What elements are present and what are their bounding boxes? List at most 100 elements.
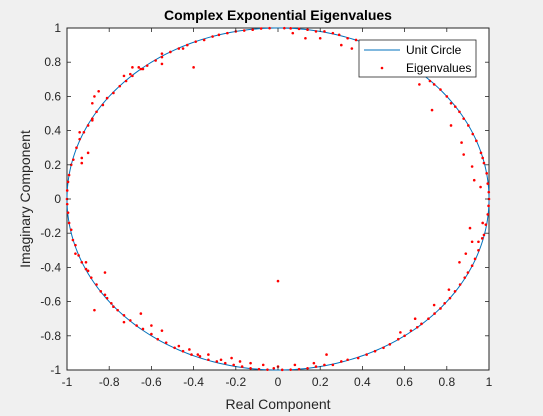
eigenvalue-point-38 bbox=[415, 325, 419, 329]
eigenvalue-point-7 bbox=[482, 161, 486, 165]
x-tick-label-5: 0 bbox=[275, 375, 282, 389]
eigenvalue-point-186 bbox=[449, 124, 453, 127]
eigenvalue-point-148 bbox=[97, 89, 100, 93]
eigenvalue-point-151 bbox=[86, 151, 90, 155]
eigenvalue-point-21 bbox=[458, 110, 461, 114]
y-tick-label-0: -1 bbox=[50, 363, 61, 377]
eigenvalue-point-64 bbox=[314, 365, 318, 368]
eigenvalue-point-46 bbox=[388, 343, 392, 346]
eigenvalue-point-138 bbox=[259, 27, 263, 30]
y-tick-label-6: 0.2 bbox=[44, 158, 61, 172]
eigenvalue-point-40 bbox=[409, 329, 413, 332]
eigenvalue-point-164 bbox=[103, 271, 107, 274]
eigenvalue-point-141 bbox=[266, 368, 269, 371]
y-tick-label-7: 0.4 bbox=[44, 124, 61, 138]
eigenvalue-point-179 bbox=[272, 366, 276, 370]
eigenvalue-point-146 bbox=[91, 101, 94, 105]
eigenvalue-point-34 bbox=[427, 317, 430, 321]
eigenvalue-point-166 bbox=[112, 305, 115, 309]
eigenvalue-point-173 bbox=[207, 353, 210, 356]
eigenvalue-point-126 bbox=[211, 35, 214, 38]
eigenvalue-point-93 bbox=[89, 276, 93, 279]
eigenvalue-point-25 bbox=[449, 101, 453, 105]
eigenvalue-point-162 bbox=[181, 47, 185, 50]
eigenvalue-point-13 bbox=[475, 139, 478, 143]
eigenvalue-point-14 bbox=[473, 257, 477, 261]
eigenvalue-point-109 bbox=[135, 324, 138, 327]
eigenvalue-point-31 bbox=[432, 83, 436, 86]
eigenvalue-point-55 bbox=[346, 36, 349, 40]
eigenvalue-point-88 bbox=[82, 131, 86, 134]
eigenvalue-point-182 bbox=[399, 331, 402, 334]
eigenvalue-point-193 bbox=[470, 165, 474, 168]
eigenvalue-points bbox=[65, 26, 491, 372]
eigenvalue-point-180 bbox=[430, 108, 434, 112]
eigenvalue-point-204 bbox=[312, 361, 316, 365]
eigenvalue-point-81 bbox=[69, 228, 73, 232]
eigenvalue-point-158 bbox=[137, 66, 141, 69]
eigenvalue-point-160 bbox=[160, 62, 164, 66]
eigenvalue-point-208 bbox=[291, 31, 295, 35]
eigenvalue-point-197 bbox=[479, 185, 482, 189]
eigenvalue-point-78 bbox=[67, 173, 71, 177]
plot-area bbox=[66, 27, 490, 371]
eigenvalue-point-23 bbox=[453, 105, 457, 108]
eigenvalue-point-144 bbox=[74, 252, 77, 256]
eigenvalue-point-199 bbox=[413, 317, 417, 321]
eigenvalue-point-177 bbox=[249, 361, 252, 365]
eigenvalue-point-169 bbox=[160, 329, 164, 332]
y-axis-ticks: -1 -0.8 -0.6 -0.4 -0.2 0 0.2 0.4 0.6 0.8 1 bbox=[40, 21, 489, 377]
eigenvalue-point-174 bbox=[219, 358, 223, 362]
eigenvalue-point-80 bbox=[69, 163, 73, 167]
eigenvalue-point-168 bbox=[150, 324, 153, 327]
eigenvalue-point-156 bbox=[129, 72, 132, 76]
eigenvalue-point-89 bbox=[80, 260, 84, 264]
x-axis-ticks: -1 -0.8 -0.6 -0.4 -0.2 0 0.2 0.4 0.6 0.8 1 bbox=[62, 28, 493, 389]
eigenvalue-point-149 bbox=[93, 308, 96, 312]
eigenvalue-point-203 bbox=[325, 353, 328, 356]
eigenvalue-point-147 bbox=[93, 95, 96, 98]
eigenvalue-point-116 bbox=[169, 50, 172, 54]
eigenvalue-point-18 bbox=[466, 271, 470, 274]
eigenvalue-point-56 bbox=[346, 358, 349, 362]
eigenvalue-point-33 bbox=[428, 79, 432, 83]
eigenvalue-point-91 bbox=[84, 267, 88, 271]
eigenvalue-point-100 bbox=[112, 91, 115, 95]
eigenvalue-point-143 bbox=[80, 156, 84, 160]
eigenvalue-point-124 bbox=[202, 38, 206, 42]
eigenvalue-point-202 bbox=[340, 43, 343, 47]
y-tick-label-2: -0.6 bbox=[40, 295, 61, 309]
eigenvalue-point-206 bbox=[304, 36, 307, 40]
eigenvalue-point-17 bbox=[467, 124, 470, 127]
eigenvalue-point-134 bbox=[242, 29, 246, 32]
eigenvalue-point-53 bbox=[354, 38, 358, 42]
x-axis-label: Real Component bbox=[225, 396, 330, 412]
eigenvalue-point-106 bbox=[131, 74, 134, 78]
eigenvalue-point-4 bbox=[486, 213, 490, 216]
eigenvalue-point-196 bbox=[470, 240, 474, 244]
eigenvalue-point-145 bbox=[84, 260, 88, 264]
eigenvalue-point-129 bbox=[215, 360, 219, 363]
eigenvalue-point-136 bbox=[251, 28, 254, 32]
eigenvalue-point-115 bbox=[156, 337, 160, 341]
y-tick-label-1: -0.8 bbox=[40, 329, 61, 343]
legend: Unit Circle Eigenvalues bbox=[358, 39, 477, 78]
eigenvalue-point-11 bbox=[479, 151, 483, 155]
eigenvalue-point-137 bbox=[249, 366, 252, 370]
eigenvalue-point-6 bbox=[484, 223, 488, 226]
eigenvalue-point-165 bbox=[103, 293, 107, 297]
eigenvalue-point-52 bbox=[365, 353, 368, 356]
eigenvalue-point-30 bbox=[439, 307, 442, 310]
eigenvalue-point-70 bbox=[289, 368, 292, 371]
eigenvalue-point-191 bbox=[472, 178, 476, 182]
eigenvalue-point-154 bbox=[122, 74, 126, 78]
legend-label-unit-circle: Unit Circle bbox=[406, 43, 462, 57]
eigenvalue-point-153 bbox=[86, 269, 90, 273]
eigenvalue-point-167 bbox=[139, 312, 143, 315]
eigenvalue-point-2 bbox=[487, 204, 490, 208]
eigenvalue-point-98 bbox=[105, 96, 109, 100]
eigenvalue-point-76 bbox=[66, 180, 70, 184]
eigenvalue-point-12 bbox=[477, 249, 480, 252]
eigenvalue-point-72 bbox=[280, 368, 284, 372]
eigenvalue-point-96 bbox=[101, 103, 105, 107]
